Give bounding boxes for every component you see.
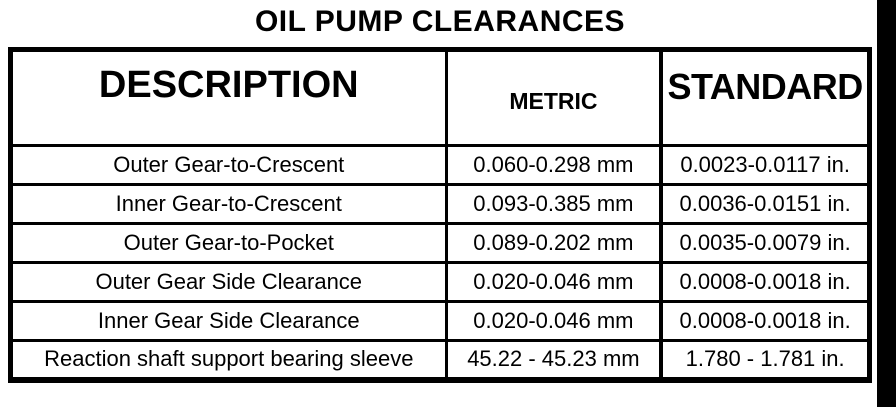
table-row: Inner Gear-to-Crescent 0.093-0.385 mm 0.… <box>9 183 872 225</box>
oil-pump-clearances-table: DESCRIPTION METRIC STANDARD Outer Gear-t… <box>8 47 872 383</box>
cell-metric: 45.22 - 45.23 mm <box>445 339 664 380</box>
cell-description: Outer Gear Side Clearance <box>9 261 448 303</box>
table-row: Reaction shaft support bearing sleeve 45… <box>9 339 872 380</box>
cell-description: Inner Gear Side Clearance <box>9 300 448 342</box>
column-header-standard: STANDARD <box>659 48 872 147</box>
cell-description: Inner Gear-to-Crescent <box>9 183 448 225</box>
page-title: OIL PUMP CLEARANCES <box>254 5 626 38</box>
cell-metric: 0.093-0.385 mm <box>445 183 664 225</box>
table-row: Outer Gear-to-Pocket 0.089-0.202 mm 0.00… <box>9 222 872 264</box>
cell-description: Outer Gear-to-Crescent <box>9 144 448 186</box>
cell-metric: 0.089-0.202 mm <box>445 222 664 264</box>
cell-standard: 0.0035-0.0079 in. <box>659 222 872 264</box>
cell-standard: 0.0008-0.0018 in. <box>659 261 872 303</box>
table-row: Outer Gear Side Clearance 0.020-0.046 mm… <box>9 261 872 303</box>
cell-description: Reaction shaft support bearing sleeve <box>9 339 448 380</box>
cell-standard: 0.0036-0.0151 in. <box>659 183 872 225</box>
table-header-row: DESCRIPTION METRIC STANDARD <box>9 48 872 147</box>
column-header-metric: METRIC <box>445 48 664 147</box>
cell-standard: 0.0023-0.0117 in. <box>659 144 872 186</box>
scan-edge-bar <box>877 0 896 407</box>
column-header-description: DESCRIPTION <box>9 48 448 147</box>
table-row: Outer Gear-to-Crescent 0.060-0.298 mm 0.… <box>9 144 872 186</box>
table-row: Inner Gear Side Clearance 0.020-0.046 mm… <box>9 300 872 342</box>
cell-metric: 0.020-0.046 mm <box>445 300 664 342</box>
cell-metric: 0.020-0.046 mm <box>445 261 664 303</box>
cell-description: Outer Gear-to-Pocket <box>9 222 448 264</box>
cell-metric: 0.060-0.298 mm <box>445 144 664 186</box>
cell-standard: 1.780 - 1.781 in. <box>659 339 872 380</box>
cell-standard: 0.0008-0.0018 in. <box>659 300 872 342</box>
